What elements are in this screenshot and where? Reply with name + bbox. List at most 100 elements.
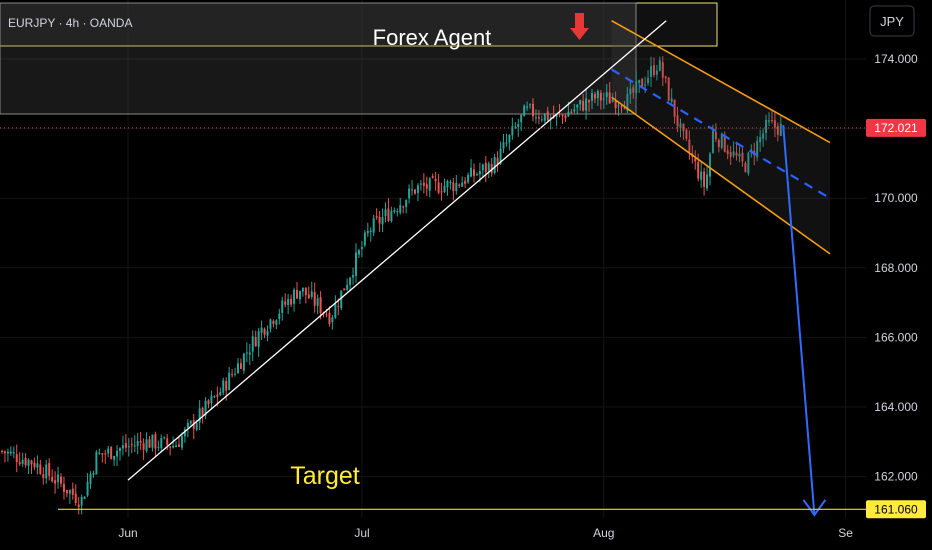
currency-button[interactable]	[869, 5, 915, 37]
candle-up	[670, 98, 673, 102]
candle-down	[776, 126, 779, 135]
candle-down	[402, 206, 405, 208]
candle-down	[148, 439, 151, 448]
candle-down	[307, 294, 310, 299]
candle-up	[428, 178, 431, 191]
time-axis[interactable]	[0, 518, 932, 550]
candle-up	[658, 60, 661, 71]
candle-down	[437, 182, 440, 193]
candle-up	[366, 230, 369, 234]
candle-up	[759, 137, 762, 143]
candle-up	[756, 140, 759, 158]
candle-down	[319, 297, 322, 314]
candle-down	[484, 162, 487, 173]
candle-down	[375, 216, 378, 218]
target-annotation: Target	[290, 462, 360, 490]
candle-down	[18, 462, 21, 465]
candle-up	[275, 320, 278, 325]
candle-up	[644, 84, 647, 86]
target-price-badge	[866, 500, 926, 519]
candle-down	[599, 92, 602, 101]
candle-up	[393, 210, 396, 212]
candle-down	[71, 488, 74, 495]
candle-up	[133, 445, 136, 447]
candle-up	[605, 92, 608, 97]
candle-up	[316, 298, 319, 306]
price-tick-label: 170.000	[874, 191, 918, 205]
candle-down	[42, 474, 45, 478]
candle-up	[543, 113, 546, 121]
candle-up	[163, 437, 166, 439]
candle-down	[325, 314, 328, 316]
candle-down	[422, 182, 425, 186]
candle-down	[673, 99, 676, 117]
channel-mid-line[interactable]	[611, 68, 831, 200]
candle-down	[231, 374, 234, 376]
symbol-title: EURJPY · 4h · OANDA	[8, 16, 132, 30]
candle-up	[505, 142, 508, 144]
target-price-badge-label: 161.060	[874, 502, 918, 516]
support-trendline[interactable]	[127, 20, 667, 481]
candle-up	[576, 104, 579, 108]
candle-down	[101, 453, 104, 455]
candle-down	[343, 288, 346, 291]
candle-down	[685, 129, 688, 139]
candle-up	[416, 185, 419, 193]
candle-down	[620, 106, 623, 108]
candle-up	[95, 451, 98, 475]
candle-up	[399, 205, 402, 213]
price-tick-label: 168.000	[874, 261, 918, 275]
candle-up	[113, 456, 116, 460]
candle-down	[387, 208, 390, 221]
candle-up	[529, 104, 532, 106]
candle-up	[45, 464, 48, 479]
candle-up	[160, 438, 163, 449]
candle-up	[709, 153, 711, 177]
candle-down	[313, 291, 316, 306]
candle-up	[355, 252, 357, 276]
candle-up	[540, 119, 543, 121]
date-tick-label: Jul	[354, 526, 369, 540]
candle-up	[396, 211, 399, 213]
candle-up	[523, 105, 526, 117]
channel-fill	[611, 20, 830, 254]
candle-down	[676, 115, 679, 127]
candle-up	[487, 163, 490, 171]
candle-down	[632, 87, 635, 93]
projection-arrow-line[interactable]	[782, 125, 816, 515]
candle-up	[411, 189, 414, 191]
candles	[1, 56, 782, 515]
candle-up	[293, 289, 296, 304]
candle-down	[744, 163, 747, 173]
candle-up	[617, 105, 620, 107]
candle-up	[116, 450, 119, 457]
candle-down	[337, 306, 340, 308]
channel-upper-line[interactable]	[611, 20, 831, 144]
candle-up	[655, 70, 658, 75]
candle-down	[239, 363, 242, 369]
candle-up	[520, 114, 523, 123]
candle-up	[475, 174, 478, 176]
candle-up	[151, 434, 154, 448]
price-axis[interactable]	[866, 0, 932, 518]
candle-down	[564, 115, 567, 119]
candle-up	[145, 439, 148, 452]
candle-up	[585, 98, 588, 111]
candle-down	[110, 446, 113, 459]
candle-up	[331, 317, 334, 323]
candle-up	[346, 284, 349, 290]
candle-up	[629, 88, 632, 95]
candle-up	[747, 152, 750, 174]
candle-up	[248, 352, 251, 355]
candle-up	[455, 182, 458, 192]
candle-up	[779, 123, 782, 137]
candle-up	[517, 124, 520, 128]
candle-up	[9, 451, 12, 454]
candle-up	[92, 473, 95, 475]
candle-up	[172, 445, 175, 448]
candle-down	[30, 460, 33, 465]
channel-lower-line[interactable]	[611, 96, 831, 255]
candle-up	[6, 451, 9, 454]
